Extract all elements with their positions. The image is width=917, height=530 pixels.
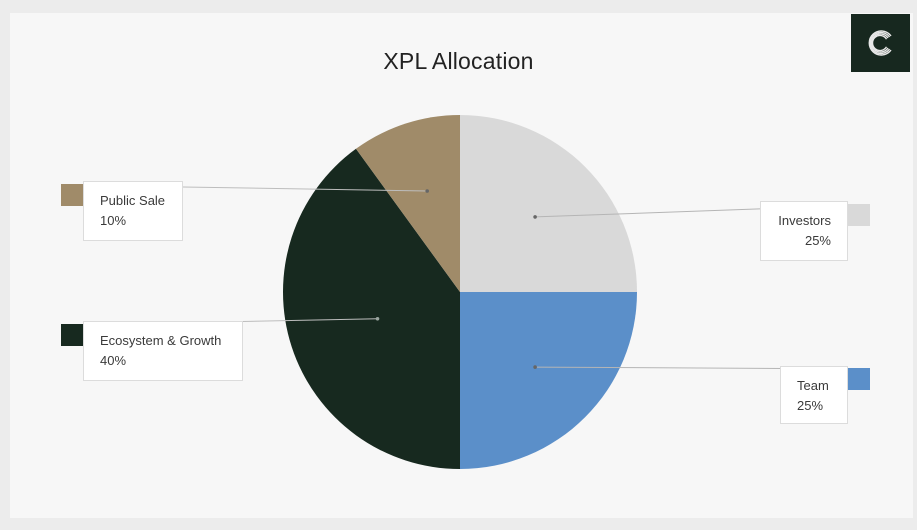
callout-percent: 40%: [100, 353, 127, 368]
callout-ecosystem-growth: Ecosystem & Growth 40%: [83, 321, 243, 381]
pie-slice-investors: [460, 115, 637, 292]
ring-logo-icon: [868, 30, 892, 56]
brand-logo: [851, 14, 910, 72]
callout-public-sale: Public Sale 10%: [83, 181, 183, 241]
legend-swatch-ecosystem: [61, 324, 83, 346]
callout-name: Public Sale: [100, 193, 166, 208]
leader-dot: [533, 215, 537, 219]
callout-name: Investors: [778, 213, 831, 228]
legend-swatch-public-sale: [61, 184, 83, 206]
pie-slice-ecosystem-growth: [282, 148, 460, 469]
callout-percent: 25%: [804, 233, 831, 248]
callout-percent: 25%: [797, 398, 824, 413]
callout-percent: 10%: [100, 213, 127, 228]
leader-dot: [425, 189, 429, 193]
chart-title: XPL Allocation: [383, 48, 534, 74]
callout-name: Team: [797, 378, 829, 393]
legend-swatch-investors: [848, 204, 870, 226]
callout-team: Team 25%: [780, 366, 848, 424]
pie-slice-team: [460, 292, 637, 469]
callout-investors: Investors 25%: [760, 201, 848, 261]
legend-swatch-team: [848, 368, 870, 390]
pie-slice-public-sale: [355, 115, 460, 292]
callout-name: Ecosystem & Growth: [100, 333, 222, 348]
leader-dot: [375, 317, 380, 321]
leader-dot: [533, 365, 537, 369]
